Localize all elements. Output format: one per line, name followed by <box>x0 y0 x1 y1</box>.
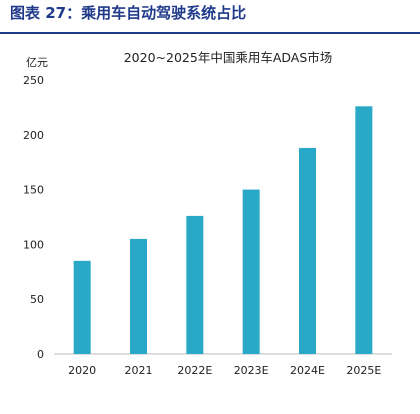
bar-2021 <box>130 238 147 354</box>
x-tick-label: 2024E <box>290 364 325 377</box>
x-tick-label: 2021 <box>125 364 153 377</box>
chart-title: 2020~2025年中国乘用车ADAS市场 <box>124 50 333 65</box>
x-tick-labels: 2020 2021 2022E 2023E 2024E 2025E <box>68 364 381 377</box>
x-tick-label: 2025E <box>346 364 381 377</box>
bar-2024E <box>299 147 316 354</box>
y-unit-label: 亿元 <box>26 56 48 69</box>
y-tick-label: 150 <box>23 184 44 197</box>
bar-2025E <box>355 106 373 354</box>
bar-chart: 2020~2025年中国乘用车ADAS市场 亿元 0 50 100 150 200 250… <box>23 50 392 377</box>
y-tick-label: 250 <box>23 74 44 87</box>
bar-2020 <box>73 260 91 354</box>
x-tick-label: 2023E <box>234 364 269 377</box>
y-tick-label: 50 <box>30 293 44 306</box>
y-tick-label: 100 <box>23 238 44 251</box>
figure-caption: 图表 27：乘用车自动驾驶系统占比 <box>10 4 247 22</box>
y-tick-labels: 0 50 100 150 200 250 <box>23 74 44 361</box>
y-tick-label: 0 <box>37 348 44 361</box>
bars <box>73 106 373 354</box>
bar-2022E <box>186 215 204 354</box>
y-tick-label: 200 <box>23 129 44 142</box>
bar-2023E <box>242 189 260 354</box>
x-tick-label: 2020 <box>68 364 96 377</box>
caption-rule <box>0 32 420 34</box>
x-tick-label: 2022E <box>177 364 212 377</box>
